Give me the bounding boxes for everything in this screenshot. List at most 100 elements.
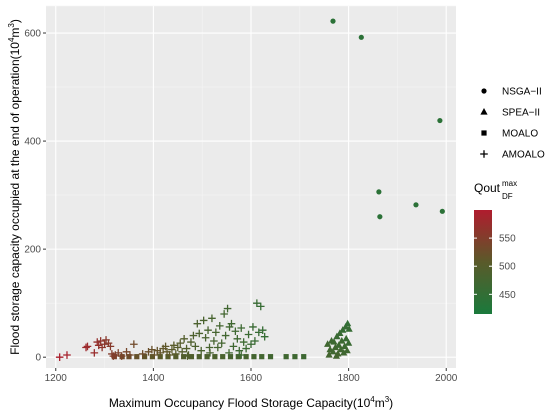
amoalo-point	[172, 350, 180, 358]
moalo-point	[251, 354, 257, 360]
amoalo-point	[204, 326, 212, 334]
amoalo-point	[223, 304, 232, 313]
amoalo-point	[212, 328, 220, 337]
color-bar	[474, 210, 492, 314]
amoalo-point	[229, 342, 238, 351]
amoalo-point	[122, 347, 131, 356]
moalo-point	[149, 354, 156, 360]
amoalo-point	[255, 328, 263, 337]
spea-ii-point	[329, 347, 337, 355]
color-legend-title-sub: DF	[502, 192, 513, 201]
moalo-point	[220, 354, 226, 360]
color-legend-title: Qout	[474, 181, 501, 195]
amoalo-point	[249, 323, 257, 331]
amoalo-point	[197, 346, 206, 355]
amoalo-point	[251, 337, 259, 345]
amoalo-point	[247, 340, 255, 349]
amoalo-point	[225, 349, 233, 357]
amoalo-point	[231, 327, 240, 336]
amoalo-point	[237, 324, 246, 332]
moalo-point	[204, 354, 210, 360]
amoalo-point	[220, 310, 228, 318]
x-tick-label: 1600	[240, 373, 263, 384]
nsga-ii-point	[376, 189, 382, 195]
moalo-point	[188, 354, 195, 360]
amoalo-point	[256, 302, 265, 311]
amoalo-point	[165, 351, 174, 359]
spea-ii-point	[325, 351, 333, 358]
spea-ii-point	[330, 338, 338, 345]
spea-ii-point	[345, 325, 353, 332]
amoalo-point	[189, 331, 198, 340]
moalo-point	[301, 354, 307, 360]
y-tick-label: 600	[24, 29, 41, 40]
amoalo-point	[215, 322, 224, 330]
moalo-point	[196, 354, 202, 360]
amoalo-point	[260, 332, 269, 341]
amoalo-point	[148, 345, 156, 354]
spea-ii-point	[337, 345, 345, 353]
amoalo-point	[55, 353, 64, 361]
amoalo-point	[242, 344, 250, 353]
x-tick-label: 1400	[142, 373, 165, 384]
moalo-point	[181, 354, 187, 360]
amoalo-point	[201, 333, 210, 342]
amoalo-point	[130, 340, 138, 349]
amoalo-point	[199, 316, 208, 325]
amoalo-point	[227, 319, 236, 328]
amoalo-point	[168, 345, 176, 354]
moalo-point	[165, 354, 171, 360]
legend-entry-label: AMOALO	[502, 150, 545, 161]
amoalo-point	[138, 350, 147, 358]
amoalo-point	[96, 337, 105, 345]
amoalo-point	[237, 351, 246, 359]
amoalo-point	[221, 331, 230, 340]
moalo-point	[141, 354, 148, 360]
moalo-point	[267, 354, 274, 360]
amoalo-point	[161, 342, 170, 351]
legend-triangle-icon	[480, 108, 488, 115]
amoalo-point	[114, 349, 123, 357]
amoalo-point	[217, 339, 226, 347]
amoalo-point	[126, 351, 134, 359]
legend-circle-icon	[481, 88, 487, 94]
spea-ii-point	[324, 340, 332, 347]
spea-ii-point	[345, 339, 353, 346]
moalo-point	[134, 354, 140, 360]
moalo-point	[283, 354, 289, 360]
x-axis-title: Maximum Occupancy Flood Storage Capacity…	[109, 395, 393, 410]
amoalo-point	[239, 338, 248, 346]
spea-ii-point	[344, 319, 352, 327]
spea-ii-point	[338, 336, 346, 344]
amoalo-point	[208, 314, 216, 323]
legend-plus-icon	[480, 150, 488, 158]
amoalo-point	[176, 339, 185, 347]
amoalo-point	[180, 335, 188, 343]
legend-entry-label: NSGA−II	[502, 87, 542, 98]
amoalo-point	[214, 343, 222, 352]
moalo-point	[126, 354, 132, 360]
color-bar-tick-label: 550	[499, 234, 516, 245]
moalo-point	[243, 354, 249, 360]
amoalo-point	[106, 342, 115, 351]
moalo-point	[227, 354, 234, 360]
spea-ii-point	[342, 334, 350, 342]
amoalo-point	[90, 349, 99, 357]
amoalo-point	[150, 351, 159, 359]
amoalo-point	[93, 338, 102, 346]
amoalo-point	[178, 347, 186, 356]
legend-entry-label: SPEA−II	[502, 108, 540, 119]
amoalo-point	[170, 341, 178, 350]
amoalo-point	[117, 352, 126, 360]
amoalo-point	[156, 349, 165, 357]
nsga-ii-point	[413, 202, 419, 208]
spea-ii-point	[340, 348, 348, 356]
spea-ii-point	[331, 343, 340, 351]
amoalo-point	[210, 337, 218, 345]
x-tick-label: 1800	[337, 373, 360, 384]
amoalo-point	[173, 343, 182, 352]
y-tick-label: 200	[24, 245, 41, 256]
spea-ii-point	[343, 346, 351, 354]
nsga-ii-point	[330, 18, 336, 24]
amoalo-point	[244, 330, 253, 339]
